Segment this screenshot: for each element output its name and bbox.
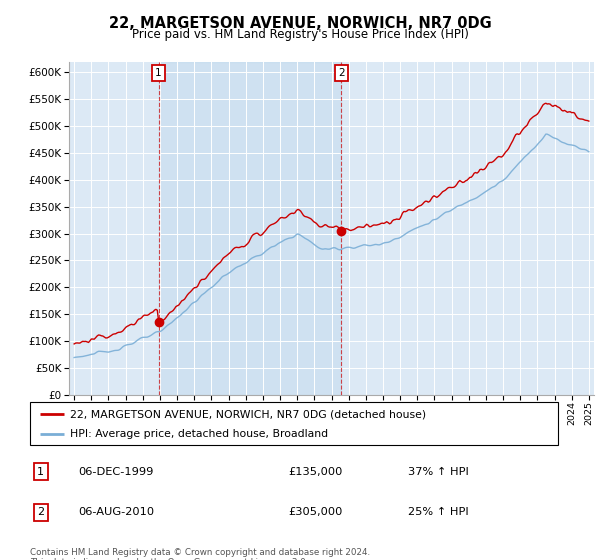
Text: 06-DEC-1999: 06-DEC-1999: [78, 466, 154, 477]
Text: 2: 2: [37, 507, 44, 517]
Text: 25% ↑ HPI: 25% ↑ HPI: [408, 507, 469, 517]
Text: 1: 1: [37, 466, 44, 477]
Text: 22, MARGETSON AVENUE, NORWICH, NR7 0DG: 22, MARGETSON AVENUE, NORWICH, NR7 0DG: [109, 16, 491, 31]
Bar: [158, 62, 341, 395]
Text: 22, MARGETSON AVENUE, NORWICH, NR7 0DG (detached house): 22, MARGETSON AVENUE, NORWICH, NR7 0DG (…: [70, 409, 426, 419]
Text: HPI: Average price, detached house, Broadland: HPI: Average price, detached house, Broa…: [70, 430, 328, 440]
Text: Contains HM Land Registry data © Crown copyright and database right 2024.
This d: Contains HM Land Registry data © Crown c…: [30, 548, 370, 560]
Text: 2: 2: [338, 68, 345, 78]
Text: £135,000: £135,000: [288, 466, 343, 477]
Text: £305,000: £305,000: [288, 507, 343, 517]
Text: Price paid vs. HM Land Registry's House Price Index (HPI): Price paid vs. HM Land Registry's House …: [131, 28, 469, 41]
Text: 1: 1: [155, 68, 162, 78]
Text: 37% ↑ HPI: 37% ↑ HPI: [408, 466, 469, 477]
Text: 06-AUG-2010: 06-AUG-2010: [78, 507, 154, 517]
